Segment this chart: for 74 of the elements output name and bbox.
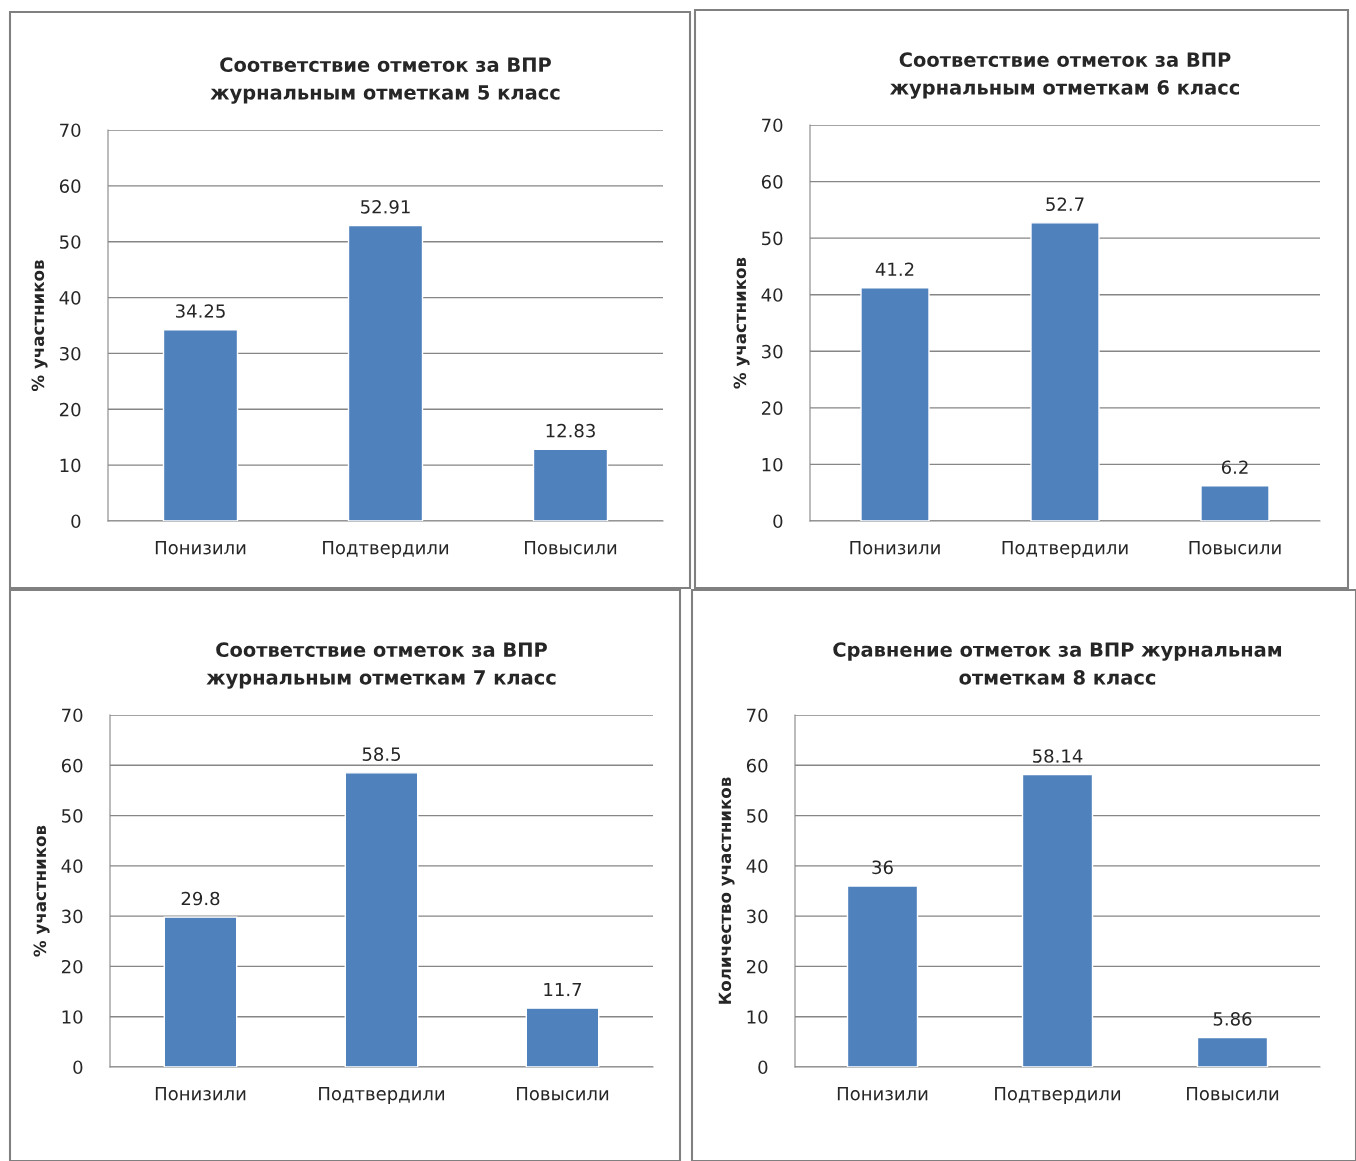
y-tick-label: 50: [60, 235, 81, 249]
bar: [1021, 773, 1094, 1067]
bar: [163, 916, 238, 1067]
y-tick-label: 0: [758, 1060, 768, 1075]
bar: [1196, 1036, 1269, 1067]
y-tick-label: 70: [62, 708, 83, 723]
y-tick-label: 10: [62, 1010, 83, 1024]
data-label: 34.25: [176, 304, 225, 318]
y-tick-label: 10: [60, 458, 81, 473]
y-tick-label: 40: [746, 859, 768, 873]
x-tick-label: Повысили: [1189, 541, 1281, 555]
x-tick-label: Подтвердили: [323, 541, 449, 558]
data-label: 52.91: [361, 199, 410, 214]
chart-title: Соответствие отметок за ВПР журнальным отметкам 7 класс: [206, 642, 556, 689]
data-label: 58.5: [362, 747, 401, 761]
bar: [1030, 222, 1100, 521]
chart-title: Соответствие отметок за ВПР журнальным отметкам 5 класс: [210, 57, 560, 104]
x-tick-label: Подтвердили: [319, 1087, 445, 1104]
y-tick-label: 30: [62, 909, 83, 924]
data-label: 58.14: [1033, 749, 1083, 763]
y-tick-label: 20: [746, 959, 768, 974]
y-tick-label: 10: [762, 457, 783, 472]
y-tick-label: 30: [762, 344, 783, 359]
y-tick-label: 20: [61, 959, 83, 974]
y-axis-title: Количество участников: [718, 777, 735, 1004]
y-tick-label: 20: [59, 402, 81, 417]
x-tick-label: Повысили: [525, 541, 617, 555]
y-tick-label: 60: [61, 758, 83, 773]
bar: [347, 224, 424, 521]
x-tick-label: Подтвердили: [1002, 541, 1128, 558]
bar: [525, 1007, 600, 1067]
y-tick-label: 50: [62, 809, 83, 823]
data-label: 29.8: [181, 891, 220, 906]
y-axis-title: % участников: [733, 257, 750, 389]
bar: [162, 328, 239, 521]
x-tick-label: Понизили: [837, 1087, 928, 1101]
data-label: 11.7: [544, 982, 582, 997]
y-tick-label: 70: [762, 118, 783, 133]
y-tick-label: 60: [59, 179, 81, 193]
y-tick-label: 0: [73, 1060, 83, 1075]
chart-title: Сравнение отметок за ВПР журнальнам отметкам 8 класс: [833, 642, 1282, 685]
y-tick-label: 30: [747, 909, 768, 924]
bar: [344, 772, 419, 1067]
x-tick-label: Понизили: [155, 541, 246, 555]
y-tick-label: 10: [747, 1010, 768, 1024]
data-label: 36: [872, 860, 893, 875]
x-tick-label: Повысили: [517, 1087, 609, 1101]
bar: [846, 885, 919, 1067]
x-tick-label: Повысили: [1187, 1087, 1279, 1101]
y-tick-label: 60: [761, 175, 783, 189]
x-tick-label: Понизили: [155, 1087, 246, 1101]
y-tick-label: 20: [761, 401, 783, 415]
y-tick-label: 50: [762, 231, 783, 246]
y-tick-label: 30: [60, 346, 81, 361]
x-tick-label: Понизили: [850, 541, 940, 555]
y-axis-title: % участников: [33, 825, 50, 957]
y-tick-label: 40: [61, 859, 83, 873]
data-label: 41.2: [875, 262, 914, 276]
y-tick-label: 60: [746, 758, 768, 773]
y-tick-label: 70: [747, 708, 768, 723]
chart-title: Соответствие отметок за ВПР журнальным отметкам 6 класс: [889, 52, 1239, 99]
y-tick-label: 50: [747, 809, 768, 823]
bar: [532, 448, 609, 521]
bar: [860, 287, 930, 521]
bar: [1200, 485, 1270, 521]
data-label: 52.7: [1046, 197, 1084, 212]
x-tick-label: Подтвердили: [995, 1087, 1121, 1104]
y-tick-label: 0: [773, 514, 783, 529]
y-tick-label: 0: [71, 514, 81, 529]
y-tick-label: 40: [59, 291, 81, 305]
y-axis-title: % участников: [31, 260, 48, 392]
y-tick-label: 40: [761, 288, 783, 302]
y-tick-label: 70: [60, 123, 81, 138]
data-label: 12.83: [546, 423, 595, 438]
